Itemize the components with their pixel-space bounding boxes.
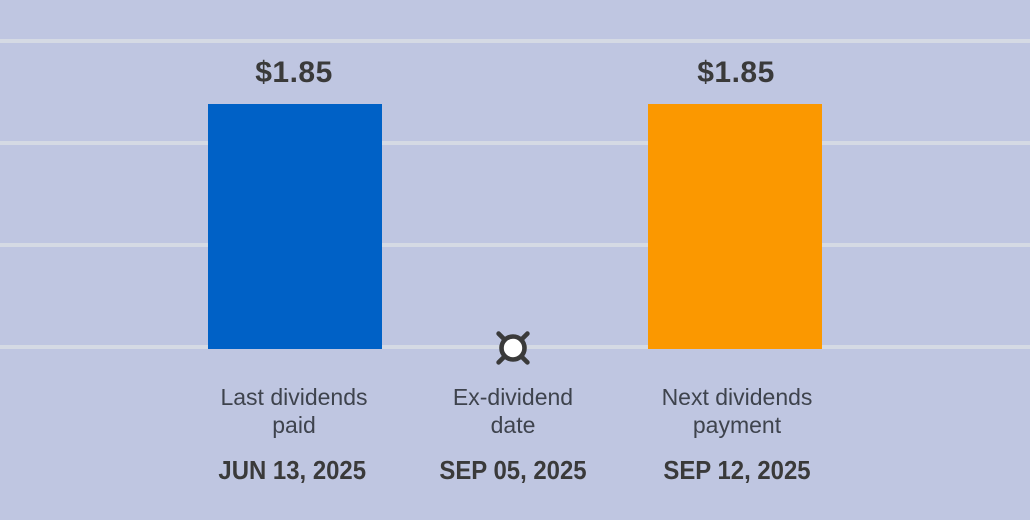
value-label-last-dividends: $1.85	[255, 56, 333, 89]
bar-last-dividends-paid	[208, 104, 382, 349]
value-label-next-dividends: $1.85	[697, 56, 775, 89]
currency-sign-icon	[496, 331, 530, 365]
date-text: SEP 05, 2025	[439, 455, 587, 485]
date-next-dividends: SEP 12, 2025	[627, 455, 847, 486]
category-label-line: date	[490, 412, 536, 438]
grid-line	[0, 243, 1030, 247]
date-last-dividends: JUN 13, 2025	[182, 455, 402, 486]
grid-line	[0, 141, 1030, 145]
category-label-next-dividends: Next dividends payment	[627, 383, 847, 439]
category-label-line: Next dividends	[661, 384, 813, 410]
bar-next-dividends-payment	[648, 104, 822, 349]
grid-line	[0, 39, 1030, 43]
date-ex-dividend: SEP 05, 2025	[403, 455, 623, 486]
date-text: SEP 12, 2025	[663, 455, 811, 485]
category-label-line: Ex-dividend	[452, 384, 574, 410]
category-label-line: Last dividends	[220, 384, 368, 410]
category-label-line: payment	[692, 412, 782, 438]
category-label-last-dividends: Last dividends paid	[184, 383, 404, 439]
date-text: JUN 13, 2025	[218, 455, 366, 485]
ex-dividend-marker	[491, 325, 535, 371]
category-label-ex-dividend: Ex-dividend date	[403, 383, 623, 439]
category-label-line: paid	[272, 412, 316, 438]
